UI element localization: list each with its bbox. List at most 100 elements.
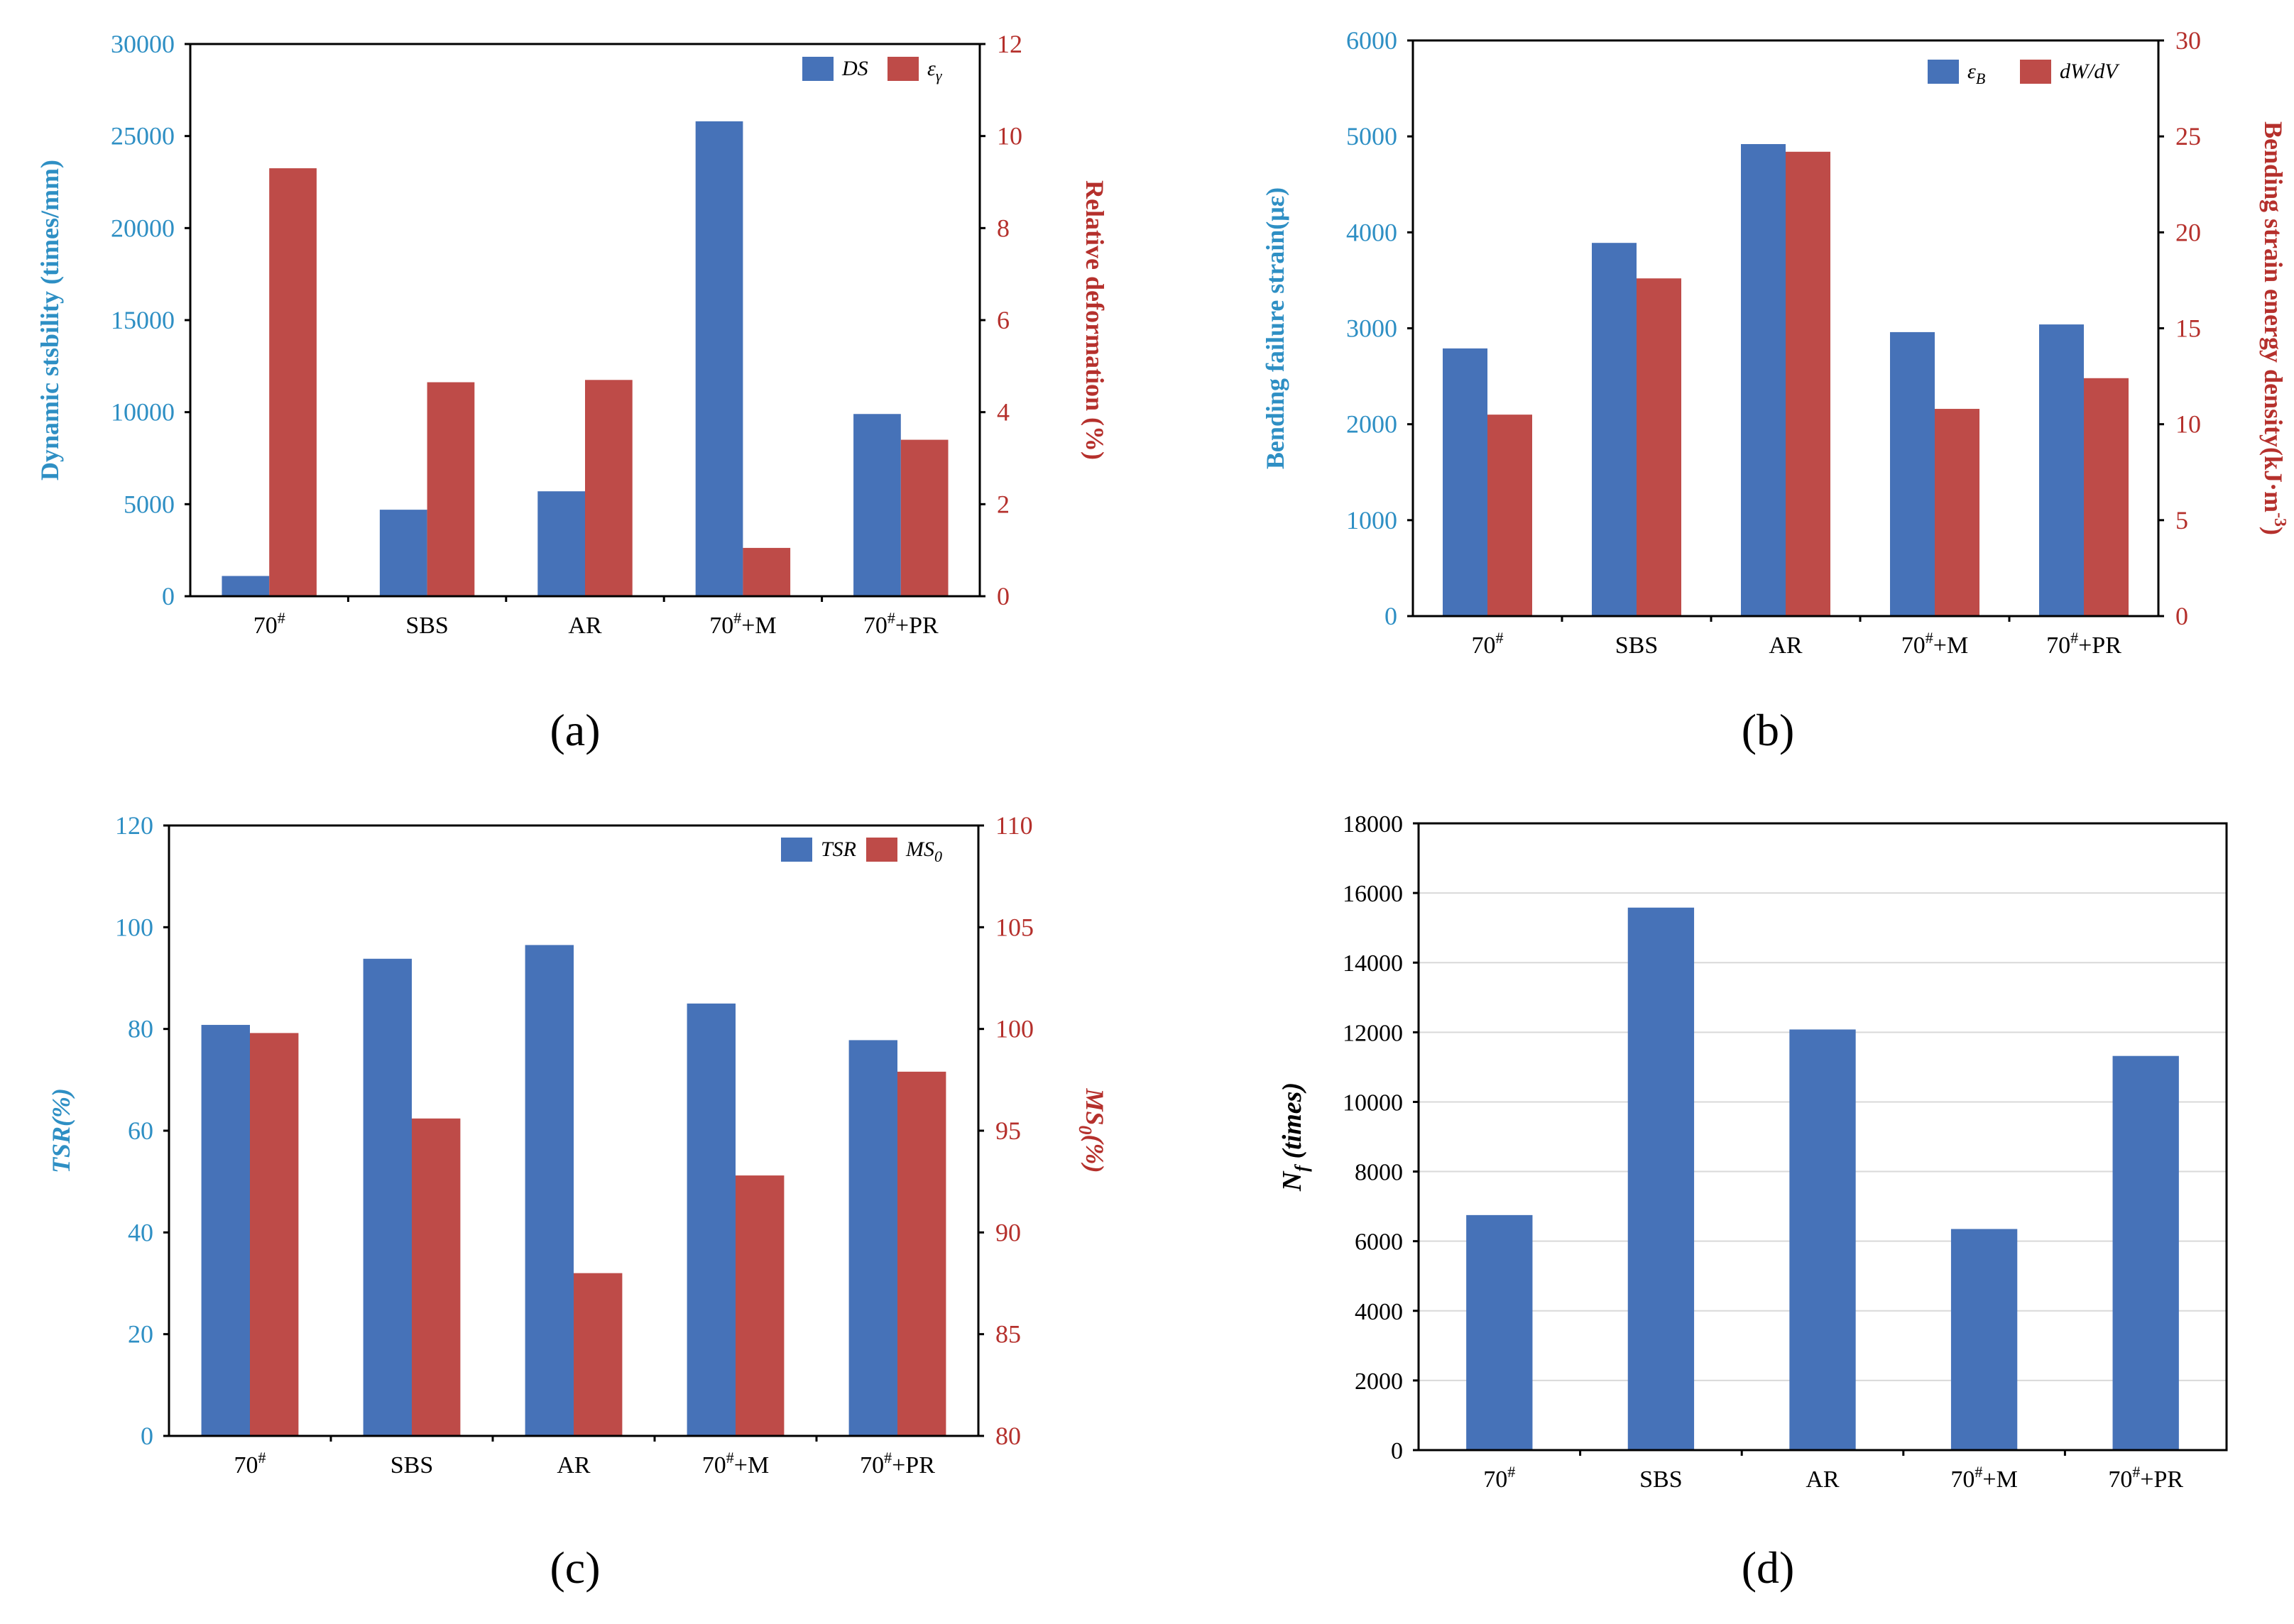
y-tick-label: 25000 [111, 122, 175, 150]
y2-axis-title: MS0(%) [1075, 1088, 1109, 1173]
y-tick-label: 10000 [111, 398, 175, 427]
y-tick-label: 15000 [111, 306, 175, 334]
bar-secondary-5 [897, 1071, 946, 1436]
bar-primary-5 [848, 1040, 897, 1436]
legend: εB dW/dV [1928, 60, 2120, 87]
bar-primary-5 [2112, 1055, 2179, 1450]
y-axis-title: Bending failure strain(με) [1261, 187, 1289, 469]
y-axis-title-main: Bending failure strain(με) [1261, 187, 1289, 469]
y-tick-label: 1000 [1346, 506, 1397, 534]
y-tick-label: 4000 [1355, 1299, 1403, 1325]
x-tick-label: AR [557, 1452, 591, 1478]
y2-tick-label: 80 [995, 1422, 1021, 1450]
x-tick-label: 70# [1472, 629, 1504, 659]
x-tick-label-main: 70 [1950, 1466, 1975, 1493]
y2-axis-title: Bending strain energy density(kJ·m-3) [2259, 121, 2289, 535]
x-tick-label: 70#+PR [860, 1449, 935, 1478]
y2-tick-label: 90 [995, 1218, 1021, 1246]
x-tick-label-main: 70 [702, 1452, 726, 1478]
panel-caption: (c) [550, 1542, 600, 1593]
y2-tick-label: 2 [997, 490, 1010, 518]
x-tick-label: 70#+M [1901, 629, 1968, 659]
x-tick-label-suffix: +PR [892, 1452, 935, 1478]
y-tick-label: 0 [1391, 1438, 1403, 1464]
y2-axis-title: Relative deformation (%) [1081, 180, 1109, 460]
x-tick-label-main: 70 [253, 613, 278, 639]
bar-secondary-1 [269, 168, 317, 597]
x-tick-label-suffix: +M [734, 1452, 769, 1478]
bar-secondary-5 [900, 439, 949, 596]
x-tick-label-main: 70 [234, 1452, 258, 1478]
bar-primary-3 [525, 945, 574, 1436]
y-tick-label: 100 [115, 913, 153, 941]
bar-primary-4 [695, 121, 743, 597]
bar-secondary-2 [412, 1118, 461, 1436]
x-tick-label: AR [1769, 632, 1803, 659]
y2-tick-label: 4 [997, 398, 1010, 427]
x-tick-label: SBS [405, 613, 449, 639]
bar-secondary-4 [736, 1175, 785, 1436]
panel-caption: (d) [1742, 1542, 1795, 1593]
y2-tick-label: 100 [995, 1015, 1034, 1043]
y-tick-label: 5000 [124, 490, 175, 518]
y2-axis-title-main: Relative deformation (%) [1081, 180, 1109, 460]
legend-swatch-1 [781, 838, 812, 862]
x-tick-label-main: 70 [709, 613, 733, 639]
legend-label-main: ε [1967, 60, 1976, 83]
y2-tick-label: 20 [2175, 218, 2201, 246]
y2-tick-label: 12 [997, 30, 1022, 58]
y2-axis-title-main: Bending strain energy density(kJ·m [2259, 121, 2288, 512]
x-tick-label-main: 70 [2108, 1466, 2132, 1493]
x-tick-label-suffix: +M [1982, 1466, 2017, 1493]
y-tick-label: 6000 [1355, 1229, 1403, 1256]
y2-tick-label: 5 [2175, 506, 2188, 534]
y-axis-title-main: Dynamic stsbility (times/mm) [35, 160, 64, 481]
x-tick-label-sup: # [726, 1449, 734, 1466]
x-tick-label-suffix: +M [1933, 632, 1968, 659]
bar-primary-4 [1890, 331, 1935, 616]
x-tick-label: AR [568, 613, 602, 639]
chart-panel-b: 70# SBS AR 70#+M 70#+PR010002000300040005000… [1261, 26, 2289, 755]
y-tick-label: 20000 [111, 214, 175, 242]
y2-tick-label: 0 [2175, 602, 2188, 630]
y2-tick-label: 85 [995, 1320, 1021, 1349]
x-tick-label: SBS [1639, 1466, 1683, 1493]
y-tick-label: 0 [162, 582, 175, 610]
legend-swatch-2 [2020, 60, 2051, 84]
bar-primary-1 [201, 1024, 250, 1436]
bar-primary-2 [1627, 907, 1695, 1450]
x-tick-label-sup: # [884, 1449, 892, 1466]
bar-secondary-2 [1637, 278, 1681, 616]
bar-secondary-2 [427, 382, 475, 596]
bar-secondary-4 [743, 547, 791, 596]
y-tick-label: 3000 [1346, 314, 1397, 343]
y2-tick-label: 30 [2175, 26, 2201, 55]
y2-tick-label: 10 [2175, 410, 2201, 439]
x-tick-label-sup: # [1926, 629, 1933, 647]
bar-primary-4 [1950, 1229, 2018, 1450]
y-tick-label: 0 [1384, 602, 1397, 630]
legend-label-main: DS [841, 57, 868, 80]
chart-panel-c: 70# SBS AR 70#+M 70#+PR020406080100120808590… [47, 811, 1109, 1593]
bar-primary-2 [1592, 243, 1637, 616]
x-tick-label-main: 70 [1472, 632, 1496, 659]
legend-label-1: DS [841, 57, 868, 80]
x-tick-label-main: AR [1806, 1466, 1840, 1493]
x-tick-label: SBS [1615, 632, 1659, 659]
legend-label-2: dW/dV [2060, 60, 2120, 83]
x-tick-label-main: AR [568, 613, 602, 639]
bar-secondary-4 [1935, 409, 1979, 616]
y2-tick-label: 105 [995, 913, 1034, 941]
legend-label-main: TSR [821, 838, 856, 861]
x-tick-label: 70#+M [1950, 1463, 2017, 1493]
y-tick-label: 8000 [1355, 1160, 1403, 1186]
bar-primary-1 [222, 576, 270, 596]
x-tick-label-suffix: +PR [895, 613, 939, 639]
y2-tick-label: 110 [995, 811, 1033, 840]
legend-label-sub: γ [936, 67, 943, 84]
legend-label-main: dW/dV [2060, 60, 2120, 83]
x-tick-label: 70#+PR [2046, 629, 2121, 659]
x-tick-label-sup: # [258, 1449, 266, 1466]
y2-tick-label: 0 [997, 582, 1010, 610]
